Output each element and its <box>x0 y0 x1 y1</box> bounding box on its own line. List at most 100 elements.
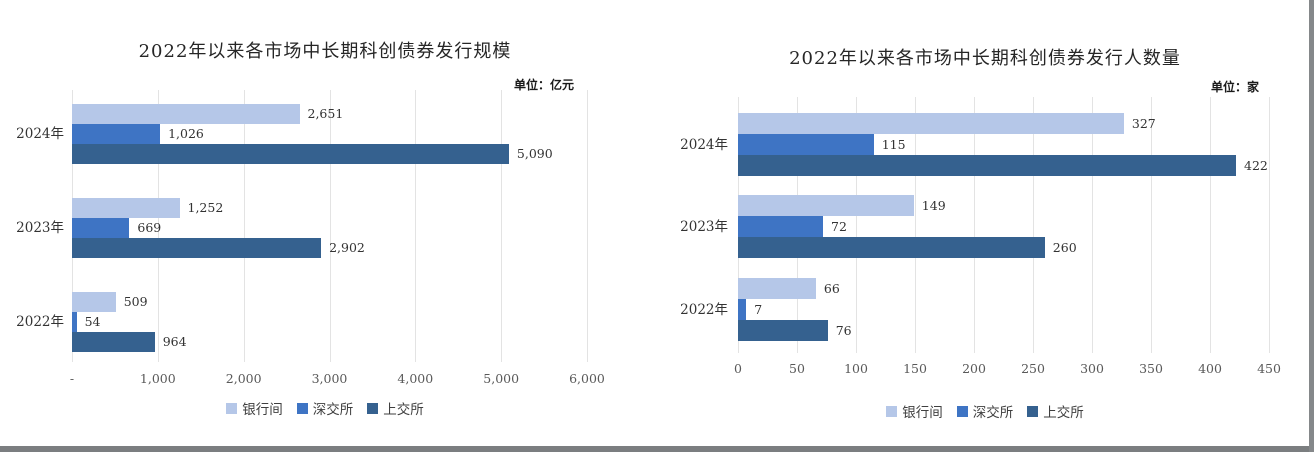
legend-marker-icon <box>1027 405 1039 417</box>
bar-上交所-2023年 <box>738 237 1045 258</box>
x-tick-label: 100 <box>844 361 868 376</box>
y-axis-label: 2023年 <box>680 218 728 235</box>
x-tick-label: 250 <box>1021 361 1045 376</box>
x-tick-label: 50 <box>789 361 805 376</box>
legend-label: 上交所 <box>1043 405 1084 421</box>
y-axis-label: 2024年 <box>16 126 64 142</box>
legend-label: 上交所 <box>383 402 424 418</box>
legend-marker-icon <box>956 405 968 417</box>
bar-value-label: 76 <box>835 322 852 338</box>
bar-银行间-2023年 <box>738 195 914 216</box>
gridline <box>974 97 975 353</box>
gridline <box>329 90 331 362</box>
legend-item: 上交所 <box>1027 401 1084 421</box>
legend-item: 银行间 <box>886 401 943 421</box>
chart-issuer-count: 2022年以来各市场中长期科创债券发行人数量 单位：家 2024年 327 115 4… <box>665 30 1305 440</box>
bar-value-label: 1,252 <box>187 200 224 215</box>
x-tick-label: 5,000 <box>483 371 520 386</box>
legend: 银行间 深交所 上交所 <box>665 401 1305 421</box>
legend-label: 深交所 <box>972 405 1014 421</box>
legend-item: 深交所 <box>956 401 1014 421</box>
bar-上交所-2024年 <box>738 155 1236 176</box>
bar-value-label: 149 <box>921 197 946 213</box>
bar-深交所-2022年 <box>72 312 77 332</box>
bar-上交所-2022年 <box>72 332 155 352</box>
bar-上交所-2024年 <box>72 144 509 164</box>
x-tick-label: 6,000 <box>569 371 605 386</box>
gridline <box>1092 97 1093 353</box>
legend-marker-icon <box>226 402 238 414</box>
legend: 银行间 深交所 上交所 <box>10 398 640 418</box>
legend-label: 银行间 <box>242 402 283 418</box>
gridline <box>501 90 503 362</box>
legend-item: 银行间 <box>226 398 283 418</box>
chart-issuance-scale: 2022年以来各市场中长期科创债券发行规模 单位：亿元 2024年 2,651 1,… <box>10 25 640 435</box>
gridline <box>856 97 857 353</box>
gridline <box>1269 97 1270 353</box>
chart-title: 2022年以来各市场中长期科创债券发行人数量 <box>789 48 1181 69</box>
legend-item: 深交所 <box>296 398 354 418</box>
bar-深交所-2022年 <box>738 299 747 320</box>
x-tick-label: 4,000 <box>397 371 434 386</box>
bar-value-label: 964 <box>162 334 187 349</box>
bar-value-label: 260 <box>1052 239 1077 255</box>
bar-value-label: 66 <box>823 280 840 296</box>
unit-label: 单位：家 <box>1210 80 1259 94</box>
bar-上交所-2023年 <box>72 238 322 258</box>
legend-marker-icon <box>367 402 379 414</box>
gridline <box>243 90 245 362</box>
chart-title: 2022年以来各市场中长期科创债券发行规模 <box>138 41 512 62</box>
bar-深交所-2023年 <box>72 218 130 238</box>
gridline <box>915 97 916 353</box>
unit-label: 单位：亿元 <box>513 78 574 92</box>
legend-label: 深交所 <box>312 402 354 418</box>
plot-area: 2024年 2,651 1,026 5,090 2023年 1,252 669 2,902 20… <box>16 90 605 386</box>
bar-银行间-2022年 <box>72 292 116 312</box>
x-tick-label: 200 <box>962 361 986 376</box>
bar-value-label: 115 <box>881 136 906 152</box>
bar-银行间-2024年 <box>738 113 1124 134</box>
bar-value-label: 2,651 <box>307 106 344 121</box>
x-tick-label: 350 <box>1139 361 1163 376</box>
y-axis-label: 2023年 <box>16 220 64 236</box>
x-tick-label: 400 <box>1198 361 1222 376</box>
gridline <box>157 90 159 362</box>
y-axis-label: 2022年 <box>16 314 64 330</box>
window-right-edge <box>1309 0 1314 452</box>
bar-value-label: 54 <box>84 314 101 329</box>
x-tick-label: 450 <box>1257 361 1281 376</box>
bar-value-label: 72 <box>831 218 847 234</box>
x-tick-label: 150 <box>903 361 927 376</box>
x-tick-label: 2,000 <box>225 371 262 386</box>
x-tick-label: 3,000 <box>311 371 348 386</box>
legend-label: 银行间 <box>902 405 943 421</box>
bar-深交所-2024年 <box>72 124 161 144</box>
y-axis-label: 2024年 <box>680 136 728 153</box>
legend-item: 上交所 <box>367 398 424 418</box>
bar-value-label: 7 <box>754 301 763 317</box>
gridline <box>415 90 417 362</box>
bar-value-label: 2,902 <box>329 240 365 255</box>
x-tick-label: 1,000 <box>139 371 176 386</box>
bar-深交所-2023年 <box>738 216 823 237</box>
bar-value-label: 509 <box>123 294 148 309</box>
bar-value-label: 5,090 <box>516 146 553 161</box>
gridline <box>1033 97 1034 353</box>
legend-marker-icon <box>886 405 898 417</box>
gridline <box>1151 97 1152 353</box>
bar-银行间-2023年 <box>72 198 180 218</box>
x-tick-label: 300 <box>1080 361 1104 376</box>
bar-深交所-2024年 <box>738 134 874 155</box>
legend-marker-icon <box>296 402 308 414</box>
plot-area: 2024年 327 115 422 2023年 149 72 260 2022年 66 7 76 0 50… <box>680 97 1281 376</box>
gridline <box>1210 97 1211 353</box>
bar-value-label: 422 <box>1244 157 1268 173</box>
y-axis-label: 2022年 <box>680 301 728 318</box>
x-tick-label: 0 <box>734 361 742 376</box>
bar-银行间-2022年 <box>738 278 816 299</box>
bar-value-label: 327 <box>1131 115 1156 131</box>
bar-value-label: 669 <box>137 220 162 235</box>
bar-value-label: 1,026 <box>168 126 204 141</box>
bar-银行间-2024年 <box>72 104 300 124</box>
